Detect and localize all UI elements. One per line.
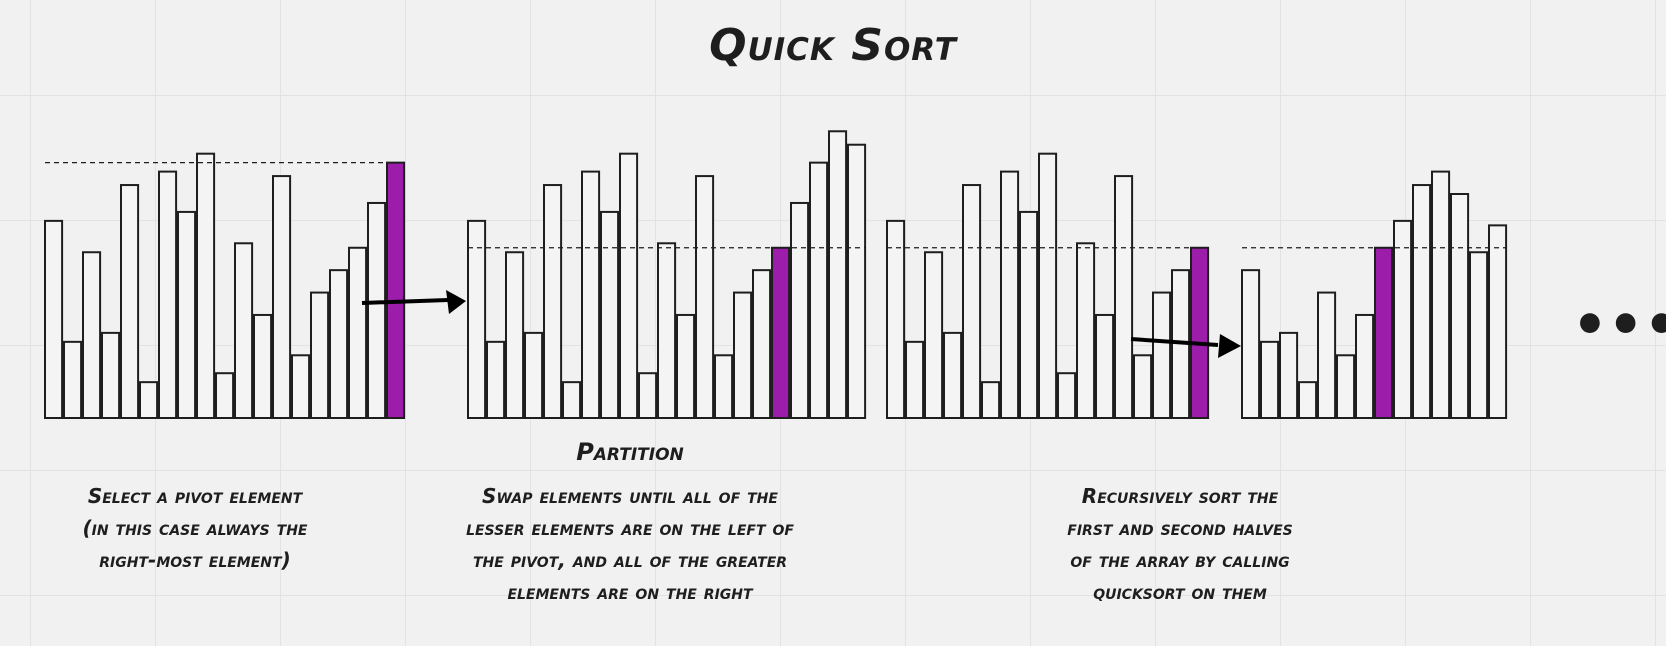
bar xyxy=(1355,313,1375,419)
bar xyxy=(1152,291,1172,419)
arrow-partition xyxy=(361,290,466,314)
bar xyxy=(809,161,829,419)
bar xyxy=(348,246,368,419)
bar xyxy=(1019,210,1039,419)
bar xyxy=(158,170,178,419)
bar xyxy=(543,184,563,419)
bar xyxy=(120,184,140,419)
caption-swap: Swap elements until all of the lesser el… xyxy=(430,480,830,608)
bar xyxy=(886,219,906,419)
bar xyxy=(1488,224,1508,419)
bar xyxy=(1241,269,1261,419)
bar xyxy=(828,130,848,419)
bar xyxy=(467,219,487,419)
bar xyxy=(139,381,159,420)
bar xyxy=(600,210,620,419)
bar xyxy=(1260,340,1280,419)
bar xyxy=(638,372,658,420)
bar xyxy=(657,242,677,419)
bar xyxy=(981,381,1001,420)
caption-line: of the array by calling xyxy=(1070,548,1290,572)
bar xyxy=(1336,354,1356,419)
bar xyxy=(562,381,582,420)
pivot-bar xyxy=(1190,246,1210,419)
bar xyxy=(676,313,696,419)
bar xyxy=(752,269,772,419)
pivot-bar xyxy=(386,161,406,419)
pivot-bar xyxy=(771,246,791,419)
bar xyxy=(847,143,867,419)
bar xyxy=(1095,313,1115,419)
bar xyxy=(272,175,292,419)
array-partitioned xyxy=(467,130,867,420)
ellipsis: ••• xyxy=(1572,293,1666,358)
bar xyxy=(581,170,601,419)
array-left-half xyxy=(886,152,1210,420)
bar xyxy=(1431,170,1451,419)
bar xyxy=(44,219,64,419)
bar xyxy=(505,251,525,419)
caption-line: Swap elements until all of the xyxy=(482,484,778,508)
caption-recurse: Recursively sort the first and second ha… xyxy=(1030,480,1330,608)
bar-arrays xyxy=(44,130,1508,420)
bar xyxy=(1114,175,1134,419)
caption-line: (in this case always the xyxy=(82,516,308,540)
caption-line: lesser elements are on the left of xyxy=(466,516,794,540)
bar xyxy=(1469,251,1489,419)
bar xyxy=(924,251,944,419)
page-title: Quick Sort xyxy=(709,20,957,71)
arrow-recurse xyxy=(1130,334,1241,358)
bar xyxy=(733,291,753,419)
caption-line: right-most element) xyxy=(99,548,291,572)
bar xyxy=(790,201,810,419)
caption-line: elements are on the right xyxy=(507,580,753,604)
bar xyxy=(905,340,925,419)
bar xyxy=(1000,170,1020,419)
bar xyxy=(619,152,639,419)
bar xyxy=(234,242,254,419)
caption-line: first and second halves xyxy=(1067,516,1293,540)
bar xyxy=(215,372,235,420)
pivot-bar xyxy=(1374,246,1394,419)
caption-line: quicksort on them xyxy=(1093,580,1267,604)
bar xyxy=(196,152,216,419)
bar xyxy=(291,354,311,419)
partition-heading: Partition xyxy=(576,438,684,466)
bar xyxy=(943,331,963,420)
bar xyxy=(82,251,102,419)
bar xyxy=(1393,219,1413,419)
caption-select-pivot: Select a pivot element (in this case alw… xyxy=(40,480,350,576)
caption-line: Select a pivot element xyxy=(87,484,303,508)
bar xyxy=(63,340,83,419)
bar xyxy=(367,201,387,419)
bar xyxy=(1279,331,1299,420)
bar xyxy=(1038,152,1058,419)
bar xyxy=(329,269,349,419)
caption-line: Recursively sort the xyxy=(1081,484,1279,508)
array-unsorted xyxy=(44,152,406,420)
bar xyxy=(253,313,273,419)
bar xyxy=(1317,291,1337,419)
bar xyxy=(1298,381,1318,420)
bar xyxy=(101,331,121,420)
bar xyxy=(1412,184,1432,419)
bar xyxy=(310,291,330,419)
caption-line: the pivot, and all of the greater xyxy=(472,548,788,572)
bar xyxy=(1076,242,1096,419)
bar xyxy=(1057,372,1077,420)
bar xyxy=(177,210,197,419)
bar xyxy=(1133,354,1153,419)
bar xyxy=(1450,193,1470,419)
bar xyxy=(524,331,544,420)
bar xyxy=(962,184,982,419)
bar xyxy=(695,175,715,419)
array-recursed xyxy=(1241,170,1508,420)
bar xyxy=(714,354,734,419)
bar xyxy=(486,340,506,419)
